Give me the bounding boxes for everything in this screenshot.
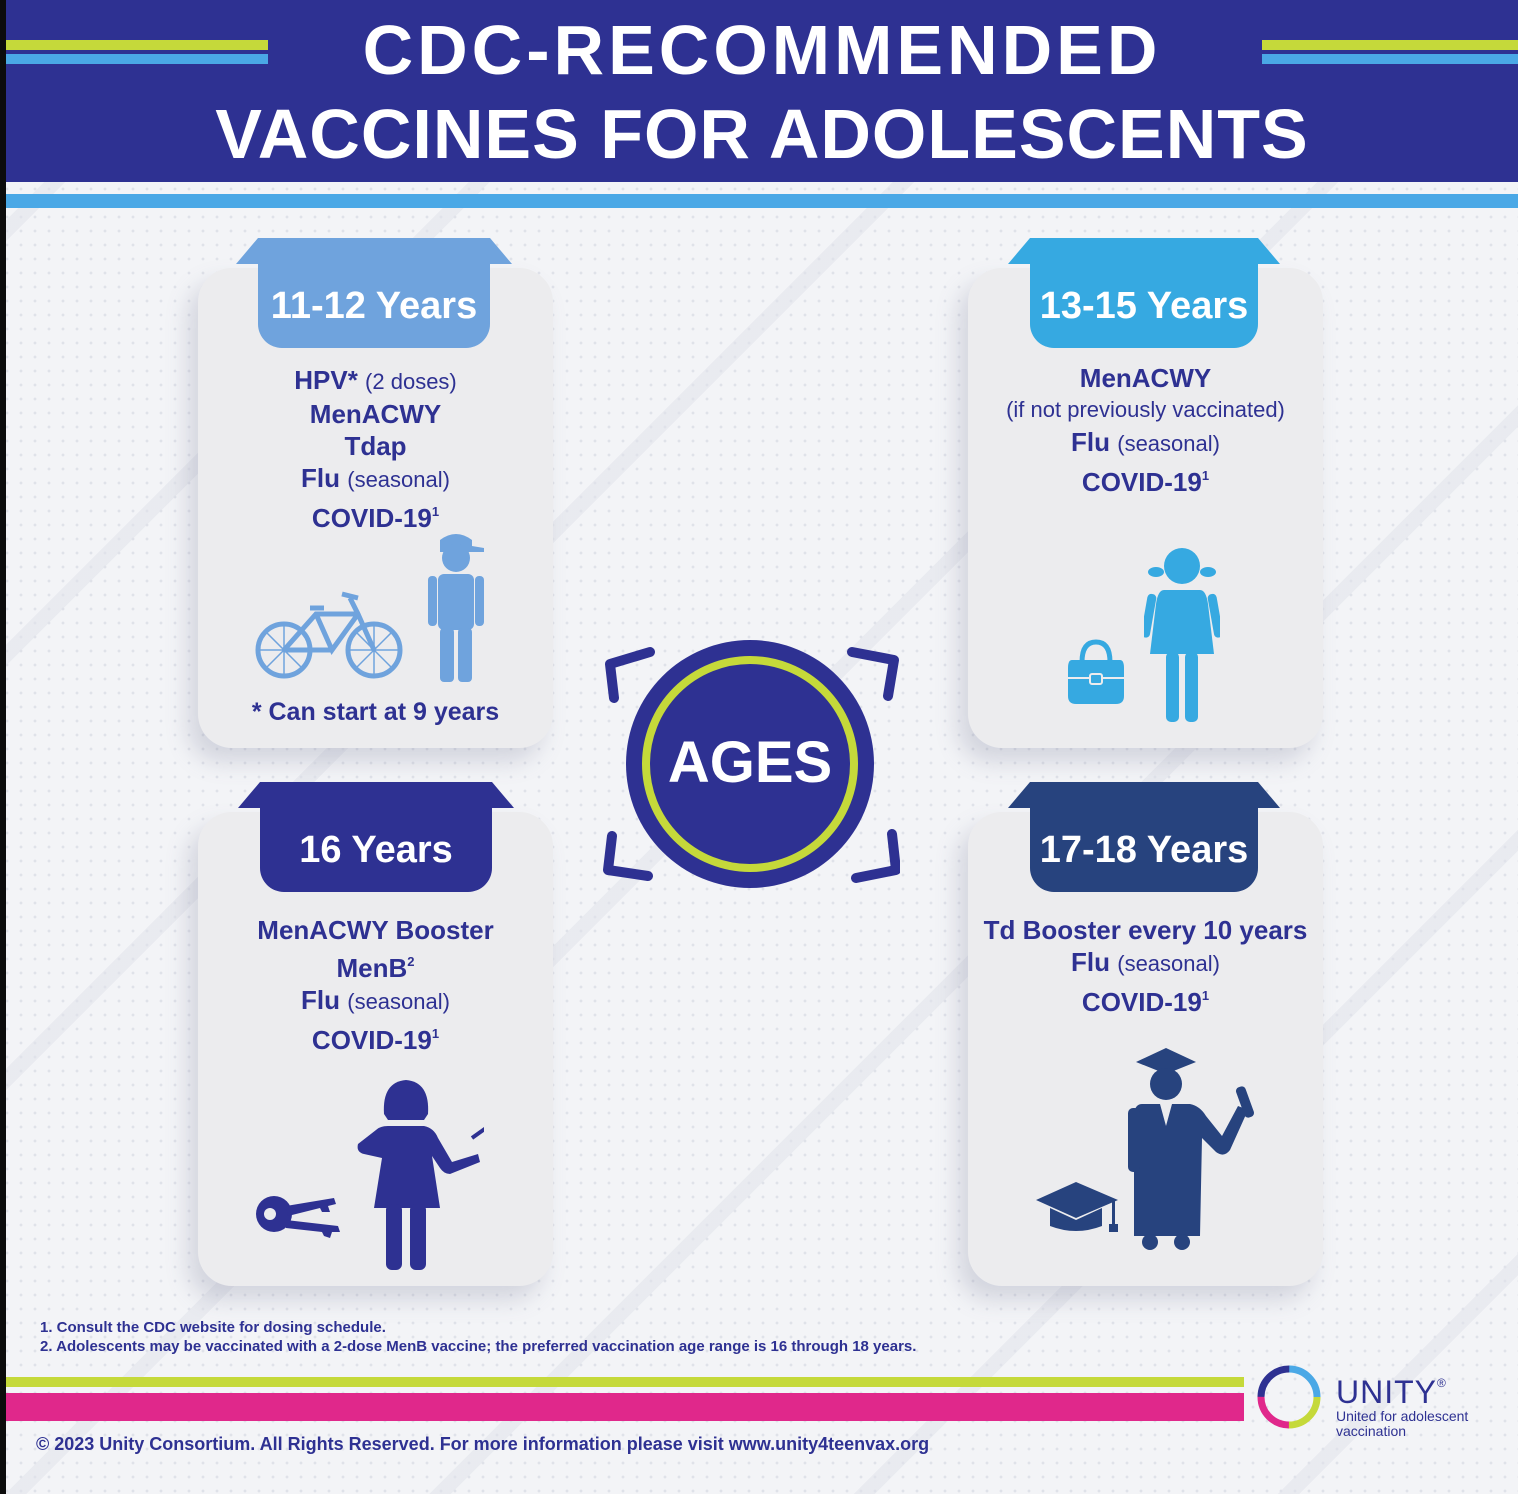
handbag-icon [1068,639,1124,704]
vaccine-flu-note: (seasonal) [1117,431,1220,456]
vaccine-flu: Flu [301,985,341,1015]
age-label-16: 16 Years [260,808,492,892]
age-label-11-12: 11-12 Years [258,264,490,348]
vaccine-covid: COVID-19 [311,503,432,533]
vaccine-menb: MenB [336,953,408,983]
unity-logo-text: UNITY® United for adolescent vaccination [1336,1366,1486,1439]
copyright-text: © 2023 Unity Consortium. All Rights Rese… [36,1434,930,1454]
footnote-1: 1. Consult the CDC website for dosing sc… [40,1319,386,1336]
bicycle-icon [255,591,403,679]
footnote-2: 2. Adolescents may be vaccinated with a … [40,1338,917,1355]
vaccine-list-13-15: MenACWY (if not previously vaccinated) F… [968,362,1323,498]
vaccine-covid: COVID-19 [311,1025,432,1055]
unity-ring-icon [1257,1365,1321,1429]
card-17-18-years: 17-18 Years Td Booster every 10 years Fl… [968,782,1323,1286]
boy-with-cap-icon [428,534,484,682]
card-11-12-years: 11-12 Years HPV* (2 doses) MenACWY Tdap … [198,238,553,748]
footnotes: 1. Consult the CDC website for dosing sc… [40,1318,916,1356]
vaccine-tdap: Tdap [344,431,407,461]
vaccine-flu-note: (seasonal) [347,989,450,1014]
title-line-2: VACCINES FOR ADOLESCENTS [215,95,1309,173]
graduate-icon [1128,1048,1255,1250]
ages-label: AGES [667,730,833,795]
age-label-13-15: 13-15 Years [1030,264,1258,348]
ribbon-top [238,782,514,808]
vaccine-list-11-12: HPV* (2 doses) MenACWY Tdap Flu (seasona… [198,364,553,534]
card-16-years: 16 Years MenACWY Booster MenB2 Flu (seas… [198,782,553,1286]
graduation-cap-icon [1036,1182,1118,1232]
vaccine-flu: Flu [1071,947,1111,977]
logo-name: UNITY [1336,1374,1437,1410]
footnote-ref: 1 [1201,468,1210,483]
logo-tagline: United for adolescent vaccination [1336,1408,1469,1439]
vaccine-td-booster: Td Booster every 10 years [983,915,1308,945]
car-keys-icon [256,1196,340,1238]
ribbon-top [1008,782,1280,808]
left-edge-bar [0,0,6,1494]
header-underbar [6,194,1518,208]
footnote-ref: 1 [431,504,440,519]
ages-emblem: AGES [600,640,901,890]
footer-pink-bar [6,1393,1244,1421]
logo-registered: ® [1437,1376,1447,1390]
vaccine-list-16: MenACWY Booster MenB2 Flu (seasonal) COV… [198,914,553,1056]
vaccine-menacwy: MenACWY [1079,363,1212,393]
vaccine-hpv-note: (2 doses) [365,369,457,394]
footnote-ref: 1 [1201,988,1210,1003]
ages-frame [603,640,901,888]
vaccine-covid: COVID-19 [1081,467,1202,497]
title-line-1: CDC-RECOMMENDED [362,11,1162,89]
vaccine-covid: COVID-19 [1081,987,1202,1017]
ribbon-top [236,238,512,264]
card-13-15-years: 13-15 Years MenACWY (if not previously v… [968,238,1323,748]
header-stripes-right [1262,40,1518,64]
footer-green-bar [6,1377,1244,1387]
girl-with-pigtails-icon [1144,548,1220,722]
vaccine-flu-note: (seasonal) [1117,951,1220,976]
footnote-ref: 1 [431,1026,440,1041]
vaccine-flu-note: (seasonal) [347,467,450,492]
vaccine-hpv: HPV* [294,365,358,395]
vaccine-flu: Flu [301,463,341,493]
age-label-17-18: 17-18 Years [1030,808,1258,892]
vaccine-menacwy-note: (if not previously vaccinated) [1006,397,1285,422]
vaccine-menacwy-booster: MenACWY Booster [257,915,494,945]
unity-logo: UNITY® United for adolescent vaccination [1254,1362,1494,1439]
vaccine-list-17-18: Td Booster every 10 years Flu (seasonal)… [968,914,1323,1018]
ribbon-top [1008,238,1280,264]
vaccine-flu: Flu [1071,427,1111,457]
start-age-note: * Can start at 9 years [251,698,500,726]
teen-girl-icon [357,1080,484,1270]
footnote-ref: 2 [407,954,415,969]
header-banner: CDC-RECOMMENDED VACCINES FOR ADOLESCENTS [6,0,1518,182]
vaccine-menacwy: MenACWY [309,399,442,429]
header-stripes-left [6,40,268,64]
